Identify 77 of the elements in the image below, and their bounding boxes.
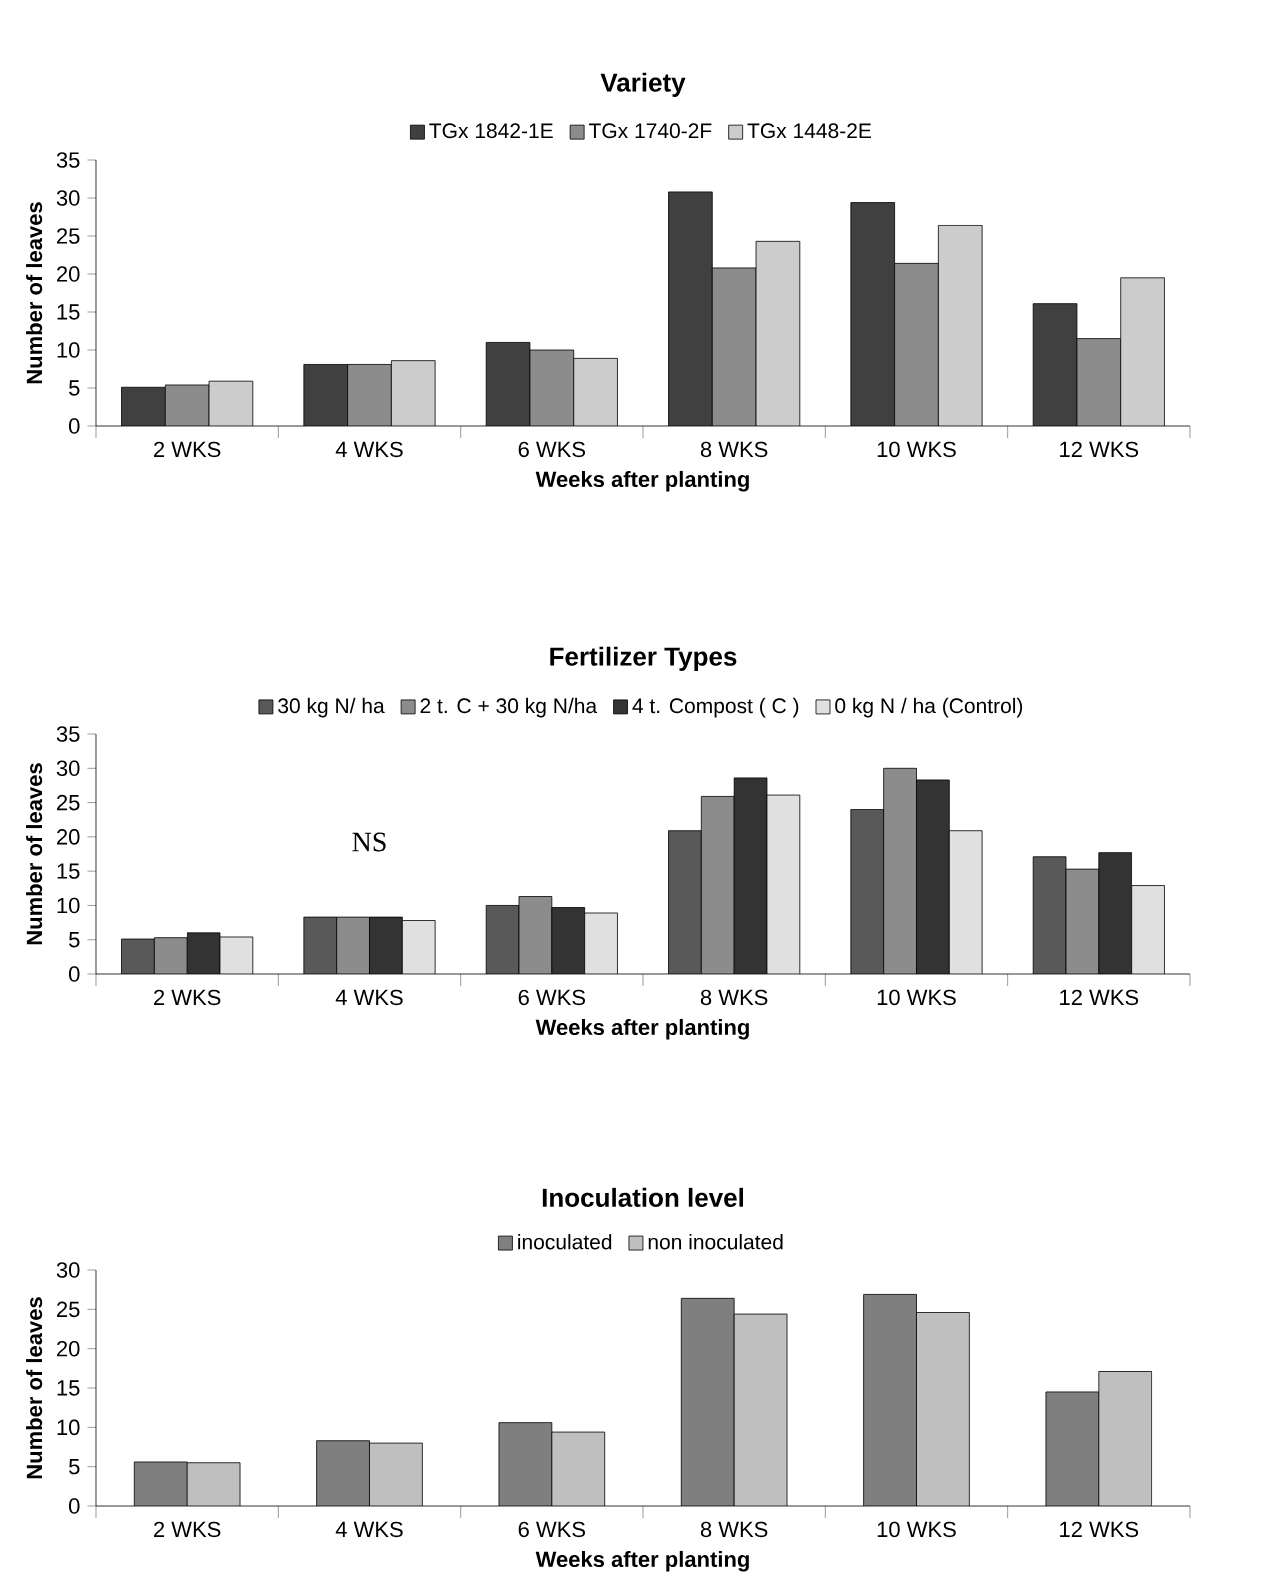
y-axis-title: Number of leaves: [26, 763, 43, 945]
y-tick-label: 10: [57, 897, 80, 914]
legend-label: 30 kg N/ ha: [278, 697, 385, 718]
x-axis-title: Weeks after planting: [535, 1550, 749, 1572]
x-tick-label: 12 WKS: [1060, 989, 1139, 1006]
bar: [1120, 277, 1165, 427]
x-tick-label: 8 WKS: [700, 989, 768, 1006]
x-tick-label: 8 WKS: [700, 441, 768, 458]
bar: [1131, 885, 1165, 975]
bar: [894, 263, 939, 427]
y-tick-label: 0: [69, 966, 80, 982]
x-tick-label: 4 WKS: [335, 1521, 403, 1538]
bar: [347, 364, 392, 427]
chart-title: Inoculation level: [542, 1187, 744, 1207]
y-tick-label: 5: [69, 932, 80, 948]
y-tick-label: 5: [69, 1459, 80, 1475]
y-tick-label: 25: [57, 1301, 80, 1318]
annotation: NS: [352, 832, 386, 852]
y-tick-label: 20: [57, 829, 80, 845]
legend-label: TGx 1448-2E: [747, 123, 871, 139]
chart-title: Fertilizer Types: [550, 646, 737, 671]
bar: [209, 381, 253, 427]
x-tick-label: 12 WKS: [1060, 1521, 1139, 1538]
bar: [402, 920, 436, 975]
bar: [391, 360, 436, 427]
y-axis-title: Number of leaves: [26, 1297, 43, 1479]
y-tick-label: 15: [57, 1380, 80, 1396]
chart-title: Variety: [600, 72, 686, 97]
x-tick-label: 2 WKS: [154, 441, 221, 458]
y-tick-label: 35: [56, 152, 80, 168]
y-tick-label: 20: [57, 266, 80, 282]
x-tick-label: 6 WKS: [518, 1521, 586, 1538]
y-tick-label: 0: [69, 418, 80, 434]
y-tick-label: 0: [69, 1498, 80, 1514]
legend-label: 0 kg N / ha (Control): [835, 697, 1023, 718]
legend-label: 4 t. Compost ( C ): [632, 697, 799, 718]
x-tick-label: 2 WKS: [154, 989, 221, 1006]
bar: [1076, 338, 1122, 427]
x-axis-title: Weeks after planting: [535, 470, 749, 492]
x-tick-label: 4 WKS: [335, 989, 403, 1006]
bar: [584, 912, 618, 975]
x-tick-label: 2 WKS: [154, 1521, 221, 1538]
y-tick-label: 10: [57, 342, 80, 358]
bar: [756, 241, 800, 427]
y-tick-label: 30: [56, 190, 80, 206]
y-tick-label: 15: [57, 863, 80, 879]
x-axis-title: Weeks after planting: [535, 1018, 749, 1040]
bar: [529, 350, 574, 427]
bar: [938, 225, 983, 427]
y-tick-label: 35: [56, 726, 80, 742]
x-tick-label: 12 WKS: [1060, 441, 1139, 458]
legend-label: non inoculated: [648, 1233, 783, 1250]
y-tick-label: 30: [56, 1262, 80, 1278]
x-tick-label: 10 WKS: [877, 1521, 956, 1538]
x-tick-label: 10 WKS: [877, 441, 956, 458]
y-tick-label: 20: [57, 1340, 80, 1357]
x-tick-label: 10 WKS: [877, 989, 956, 1006]
x-tick-label: 8 WKS: [700, 1521, 768, 1538]
y-axis-title: Number of leaves: [26, 202, 43, 384]
bar: [165, 384, 210, 427]
bar: [949, 830, 983, 975]
y-tick-label: 25: [57, 228, 80, 244]
x-tick-label: 4 WKS: [335, 441, 403, 458]
legend-label: TGx 1740-2F: [589, 123, 712, 139]
legend-label: 2 t. C + 30 kg N/ha: [420, 697, 598, 718]
bar: [573, 358, 618, 427]
x-tick-label: 6 WKS: [518, 989, 586, 1006]
bar: [712, 267, 757, 427]
y-tick-label: 10: [57, 1419, 80, 1436]
legend-label: TGx 1842-1E: [429, 123, 553, 139]
y-tick-label: 15: [57, 304, 80, 320]
legend-label: inoculated: [518, 1233, 612, 1250]
y-tick-label: 30: [56, 760, 80, 777]
y-tick-label: 25: [57, 794, 80, 811]
x-tick-label: 6 WKS: [518, 441, 586, 458]
bar: [766, 795, 800, 975]
y-tick-label: 5: [69, 380, 80, 396]
